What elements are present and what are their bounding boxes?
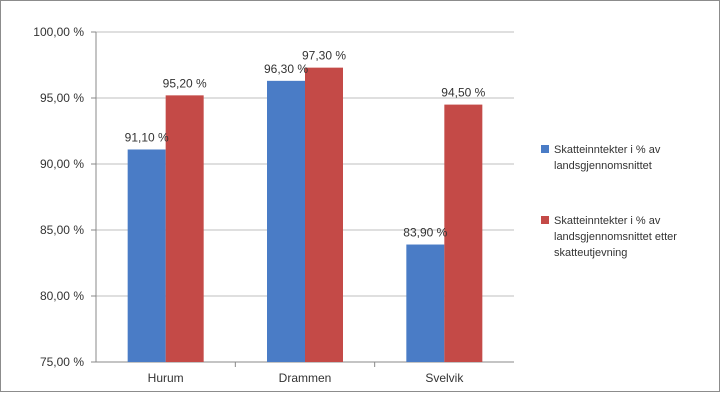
- legend-label: Skatteinntekter i % av landsgjennomsnitte…: [554, 144, 661, 172]
- x-tick-label: Hurum: [148, 371, 184, 385]
- bar-drammen-series-1: [267, 80, 305, 362]
- legend-label-line: Skatteinntekter i % av: [554, 215, 661, 227]
- legend-label-line: Skatteinntekter i % av: [554, 144, 661, 156]
- bars: [127, 67, 483, 363]
- axes: 75,00 % 80,00 % 85,00 % 90,00 % 95,00 % 100,0…: [33, 25, 514, 385]
- y-tick-label: 90,00 %: [40, 157, 84, 171]
- y-tick-label: 80,00 %: [40, 289, 84, 303]
- legend-label-line: landsgjennomsnittet: [554, 160, 652, 172]
- legend-label-line: landsgjennomsnittet etter: [554, 231, 677, 243]
- bar-hurum-series-1: [127, 149, 166, 362]
- x-tick-label: Drammen: [279, 371, 332, 385]
- y-tick-label: 85,00 %: [40, 223, 84, 237]
- legend-item: Skatteinntekter i % av landsgjennomsnitte…: [541, 215, 677, 259]
- bar-drammen-series-2: [305, 67, 343, 362]
- y-tick-label: 95,00 %: [40, 91, 84, 105]
- legend-item: Skatteinntekter i % av landsgjennomsnitte…: [541, 144, 661, 172]
- bar-svelvik-series-1: [406, 244, 445, 362]
- y-tick-label: 100,00 %: [33, 25, 84, 39]
- legend-swatch: [541, 145, 549, 153]
- data-label: 91,10 %: [125, 130, 169, 144]
- bar-svelvik-series-2: [444, 104, 483, 362]
- data-labels: 91,10 % 95,20 % 96,30 %97,30 % 83,90 % 94,50…: [125, 49, 486, 240]
- y-tick-label: 75,00 %: [40, 355, 84, 369]
- legend: Skatteinntekter i % av landsgjennomsnitte…: [541, 144, 677, 259]
- data-label: 96,30 %: [264, 62, 308, 76]
- legend-label: Skatteinntekter i % av landsgjennomsnitte…: [554, 215, 677, 259]
- data-label: 97,30 %: [302, 49, 346, 63]
- x-tick-label: Svelvik: [425, 371, 464, 385]
- data-label: 83,90 %: [403, 226, 447, 240]
- legend-swatch: [541, 216, 549, 224]
- data-label: 95,20 %: [163, 76, 207, 90]
- data-label: 94,50 %: [441, 86, 485, 100]
- legend-label-line: skatteutjevning: [554, 247, 627, 259]
- bar-hurum-series-2: [165, 95, 204, 363]
